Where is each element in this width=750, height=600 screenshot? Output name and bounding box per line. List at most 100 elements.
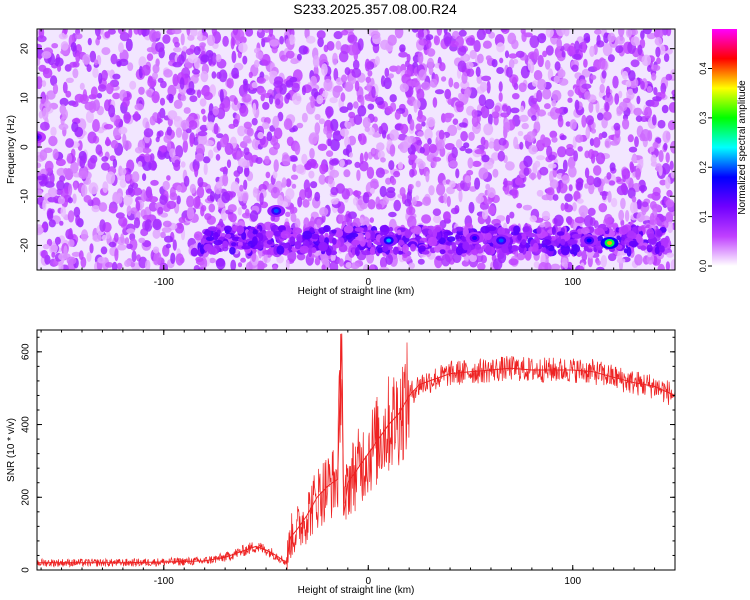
heatmap-feature-core bbox=[386, 238, 392, 243]
heatmap-band-cell bbox=[647, 233, 655, 239]
heatmap-cell bbox=[469, 254, 477, 263]
heatmap-cell bbox=[231, 50, 237, 64]
heatmap-cell bbox=[375, 96, 384, 106]
heatmap-cell bbox=[329, 159, 339, 166]
heatmap-cell bbox=[195, 256, 204, 262]
heatmap-cell bbox=[618, 29, 625, 37]
heatmap-cell bbox=[173, 46, 182, 53]
heatmap-band-cell bbox=[371, 230, 376, 241]
heatmap-cell bbox=[530, 97, 538, 104]
heatmap-cell bbox=[427, 138, 432, 145]
heatmap-cell bbox=[518, 82, 527, 93]
heatmap-y-tick-label: -10 bbox=[20, 189, 31, 204]
heatmap-cell bbox=[449, 180, 456, 188]
heatmap-cell bbox=[330, 186, 339, 196]
heatmap-cell bbox=[257, 88, 267, 96]
heatmap-cell bbox=[614, 93, 620, 105]
heatmap-cell bbox=[476, 29, 486, 41]
heatmap-band-cell bbox=[397, 229, 402, 236]
heatmap-cell bbox=[42, 243, 50, 250]
heatmap-cell bbox=[159, 195, 168, 205]
heatmap-band-cell bbox=[446, 236, 456, 243]
heatmap-band-cell bbox=[354, 246, 360, 257]
heatmap-cell bbox=[227, 204, 237, 213]
heatmap-cell bbox=[170, 252, 176, 264]
snr-y-tick-label: 0 bbox=[21, 567, 32, 573]
heatmap-cell bbox=[465, 148, 473, 154]
heatmap-cell bbox=[285, 211, 291, 217]
heatmap-cell bbox=[326, 41, 335, 51]
heatmap-cell bbox=[161, 227, 172, 233]
heatmap-cell bbox=[340, 92, 346, 102]
heatmap-cell bbox=[311, 88, 319, 98]
heatmap-cell bbox=[316, 30, 326, 40]
heatmap-cell bbox=[202, 156, 211, 164]
heatmap-cell bbox=[670, 168, 675, 179]
heatmap-cell bbox=[180, 94, 187, 102]
heatmap-cell bbox=[415, 180, 421, 188]
heatmap-cell bbox=[651, 72, 657, 81]
heatmap-feature-core bbox=[472, 236, 478, 241]
heatmap-cell bbox=[185, 48, 194, 56]
heatmap-cell bbox=[159, 97, 166, 106]
heatmap-cell bbox=[265, 171, 271, 179]
heatmap-cell bbox=[416, 88, 425, 101]
heatmap-cell bbox=[624, 210, 630, 222]
heatmap-cell bbox=[208, 257, 216, 264]
heatmap-cell bbox=[630, 59, 640, 68]
heatmap-cell bbox=[252, 186, 258, 198]
heatmap-cell bbox=[166, 200, 177, 210]
heatmap-cell bbox=[447, 98, 452, 105]
heatmap-cell bbox=[186, 206, 195, 220]
heatmap-band-cell bbox=[517, 233, 522, 241]
heatmap-cell bbox=[557, 116, 564, 128]
heatmap-cell bbox=[251, 117, 258, 126]
heatmap-cell bbox=[464, 88, 471, 99]
heatmap-cell bbox=[196, 89, 202, 98]
heatmap-cell bbox=[226, 159, 232, 168]
heatmap-band-cell bbox=[536, 227, 542, 235]
heatmap-cell bbox=[137, 161, 143, 167]
heatmap-cell bbox=[635, 168, 641, 180]
heatmap-cell bbox=[255, 51, 264, 60]
heatmap-cell bbox=[407, 215, 417, 229]
heatmap-band-cell bbox=[361, 250, 371, 256]
heatmap-cell bbox=[481, 154, 490, 163]
heatmap-cell bbox=[560, 202, 565, 212]
heatmap-cell bbox=[608, 180, 616, 186]
heatmap-cell bbox=[415, 123, 423, 131]
heatmap-cell bbox=[665, 152, 670, 164]
heatmap-cell bbox=[40, 249, 48, 259]
heatmap-cell bbox=[479, 81, 488, 93]
heatmap-cell bbox=[404, 136, 412, 149]
heatmap-cell bbox=[425, 40, 432, 49]
heatmap-cell bbox=[180, 33, 185, 46]
heatmap-cell bbox=[647, 65, 652, 72]
heatmap-cell bbox=[416, 114, 427, 123]
heatmap-cell bbox=[321, 63, 328, 76]
heatmap-cell bbox=[338, 258, 344, 267]
heatmap-cell bbox=[329, 260, 339, 270]
heatmap-cell bbox=[99, 219, 106, 233]
heatmap-cell bbox=[422, 196, 431, 206]
heatmap-cell bbox=[134, 146, 144, 154]
heatmap-cell bbox=[497, 150, 505, 162]
heatmap-band-cell bbox=[480, 225, 491, 234]
heatmap-band-cell bbox=[485, 244, 492, 255]
heatmap-cell bbox=[548, 154, 556, 161]
heatmap-cell bbox=[422, 143, 431, 156]
heatmap-band-cell bbox=[382, 245, 389, 252]
heatmap-cell bbox=[649, 201, 657, 210]
heatmap-cell bbox=[273, 159, 279, 173]
heatmap-cell bbox=[180, 161, 186, 168]
heatmap-cell bbox=[124, 237, 130, 245]
heatmap-cell bbox=[272, 170, 278, 179]
heatmap-cell bbox=[442, 211, 451, 221]
heatmap-band-cell bbox=[392, 246, 399, 255]
heatmap-cell bbox=[557, 69, 566, 79]
heatmap-y-axis-label: Frequency (Hz) bbox=[6, 115, 17, 184]
heatmap-band-cell bbox=[404, 229, 412, 239]
heatmap-cell bbox=[50, 126, 57, 137]
heatmap-cell bbox=[370, 30, 381, 40]
heatmap-cell bbox=[438, 129, 445, 140]
